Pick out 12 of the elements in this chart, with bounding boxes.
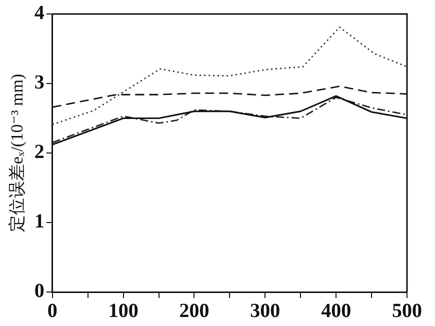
line-series: [52, 26, 407, 126]
x-tick-label: 400: [321, 300, 352, 322]
y-tick-label: 3: [34, 72, 44, 94]
y-tick-label: 4: [34, 2, 44, 24]
y-tick-label: 0: [34, 280, 44, 302]
x-tick-label: 100: [108, 300, 138, 322]
x-tick-label: 200: [179, 300, 210, 322]
y-tick-label: 2: [34, 141, 44, 164]
x-tick-label: 500: [392, 300, 422, 322]
x-tick-label: 300: [250, 300, 280, 322]
y-tick-label: 1: [34, 210, 44, 233]
y-axis-title: 定位误差eₓ/(10⁻³ mm): [8, 74, 27, 232]
